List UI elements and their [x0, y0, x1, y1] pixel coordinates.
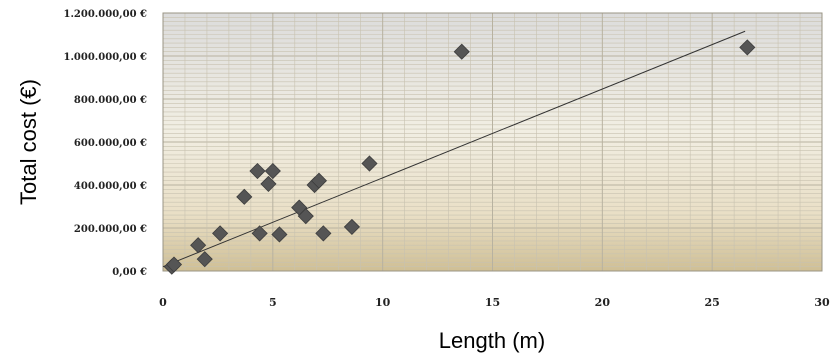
x-tick-label: 5 [269, 296, 277, 309]
y-tick-label: 800.000,00 € [74, 95, 147, 106]
data-point [739, 39, 756, 56]
data-point [361, 155, 378, 172]
data-point [236, 188, 253, 205]
data-point [196, 251, 213, 268]
y-tick-label: 0,00 € [112, 267, 147, 278]
data-point [264, 162, 281, 180]
gridlines [162, 12, 823, 272]
y-tick-label: 600.000,00 € [74, 138, 147, 149]
plot-border [162, 12, 823, 272]
y-tick-label: 200.000,00 € [74, 224, 147, 235]
x-axis-title: Length (m) [439, 328, 545, 353]
data-point [297, 208, 314, 225]
y-axis-title: Total cost (€) [16, 79, 41, 205]
data-point [260, 175, 277, 192]
data-point [271, 226, 288, 243]
x-tick-label: 0 [159, 296, 167, 309]
x-tick-label: 10 [375, 296, 391, 309]
y-tick-label: 400.000,00 € [74, 181, 147, 192]
x-tick-label: 15 [485, 296, 500, 309]
data-point [453, 43, 470, 60]
data-point [190, 237, 207, 254]
data-point [251, 225, 268, 242]
y-tick-label: 1.200.000,00 € [63, 9, 147, 20]
data-point [212, 225, 229, 242]
data-point [249, 162, 266, 180]
x-axis-ticks: 0 5 10 15 20 25 30 [159, 296, 830, 309]
data-point [315, 225, 332, 242]
y-axis-ticks: 0,00 € 200.000,00 € 400.000,00 € 600.000,00… [63, 9, 147, 278]
x-tick-label: 25 [705, 296, 720, 309]
data-point [310, 172, 328, 189]
data-point [165, 256, 183, 273]
x-tick-label: 20 [595, 296, 611, 309]
y-tick-label: 1.000.000,00 € [63, 52, 147, 63]
data-points [163, 39, 756, 275]
x-tick-label: 30 [814, 296, 830, 309]
data-point [343, 218, 360, 235]
